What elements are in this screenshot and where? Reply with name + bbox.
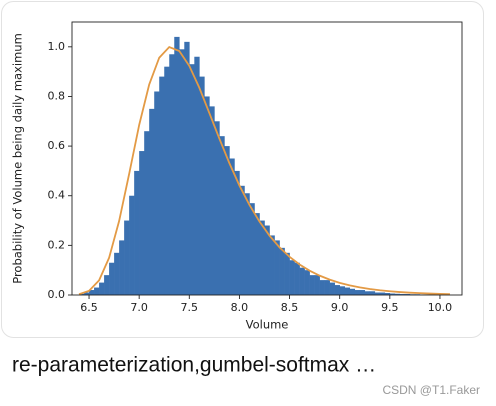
bar <box>119 240 125 295</box>
bar <box>314 275 320 295</box>
bar <box>89 290 95 295</box>
bar <box>129 195 135 295</box>
y-tick-label: 0.0 <box>48 288 66 301</box>
axes-frame <box>71 21 463 296</box>
bar <box>169 54 175 295</box>
bar <box>219 136 225 295</box>
x-tick-label: 9.0 <box>331 301 349 314</box>
caption: re-parameterization,gumbel-softmax … <box>12 354 376 377</box>
bar <box>374 292 381 295</box>
y-axis-label: Probability of Volume being daily maximu… <box>11 33 25 284</box>
bar <box>359 290 366 295</box>
y-tick-label: 0.2 <box>48 238 66 251</box>
bar <box>154 91 160 295</box>
bar <box>189 64 195 295</box>
x-tick-label: 8.0 <box>231 301 249 314</box>
bar <box>249 203 255 295</box>
bar <box>259 220 265 295</box>
watermark: CSDN @T1.Faker <box>382 383 480 397</box>
bar <box>294 262 300 295</box>
bar <box>174 36 180 296</box>
bar <box>179 49 185 295</box>
bar <box>184 41 190 295</box>
bar <box>324 280 330 295</box>
y-tick-label: 0.4 <box>48 189 66 202</box>
bar <box>269 235 275 295</box>
bar <box>104 275 110 295</box>
bar <box>164 66 170 295</box>
bar <box>299 267 305 295</box>
bar <box>224 146 230 295</box>
bar <box>139 151 145 295</box>
x-tick-label: 8.5 <box>281 301 299 314</box>
bar <box>334 285 340 295</box>
bar <box>99 282 105 295</box>
bar <box>279 247 285 295</box>
bar <box>149 108 155 295</box>
bar <box>264 225 270 295</box>
bar <box>234 170 240 295</box>
bar <box>339 286 345 295</box>
y-tick-label: 1.0 <box>48 40 66 53</box>
bar <box>379 292 386 295</box>
bar <box>109 262 115 295</box>
bar <box>274 240 280 295</box>
bar <box>124 220 130 295</box>
x-tick-label: 6.5 <box>80 301 98 314</box>
bar <box>309 275 315 295</box>
bar <box>389 293 396 295</box>
bar <box>344 287 351 295</box>
bar <box>284 252 290 295</box>
bar <box>199 76 205 295</box>
bar <box>134 170 140 295</box>
bar <box>244 193 250 295</box>
plot: 6.5 7.0 7.5 8.0 8.5 9.0 9.5 10.0 0.0 0.2 0.4 0.6 0.8… <box>11 21 463 332</box>
bar <box>209 106 215 295</box>
x-tick-label: 7.5 <box>181 301 199 314</box>
bar <box>194 56 200 295</box>
bar <box>114 252 120 295</box>
bar <box>214 121 220 295</box>
bar <box>84 292 90 295</box>
x-tick-label: 9.5 <box>381 301 399 314</box>
bar <box>239 185 245 295</box>
bar <box>394 293 401 295</box>
bar <box>229 158 235 295</box>
y-tick-label: 0.6 <box>48 139 66 152</box>
bar <box>399 294 406 295</box>
bar <box>404 294 411 295</box>
fit-curve <box>78 46 450 296</box>
bar <box>329 282 335 295</box>
x-tick-label: 7.0 <box>130 301 148 314</box>
bar <box>354 290 361 295</box>
x-tick-label: 10.0 <box>428 301 453 314</box>
y-tick-label: 0.8 <box>48 89 66 102</box>
bar <box>254 213 260 295</box>
bar <box>369 291 376 295</box>
bar <box>159 76 165 295</box>
bar <box>364 291 371 295</box>
x-axis-label: Volume <box>246 318 289 332</box>
bar <box>204 96 210 295</box>
bar <box>304 270 310 295</box>
bar <box>349 288 356 295</box>
bar <box>289 260 295 295</box>
bar <box>94 287 100 295</box>
bar <box>319 280 325 295</box>
bar <box>79 293 85 295</box>
bar <box>384 293 391 295</box>
bar <box>144 131 150 295</box>
